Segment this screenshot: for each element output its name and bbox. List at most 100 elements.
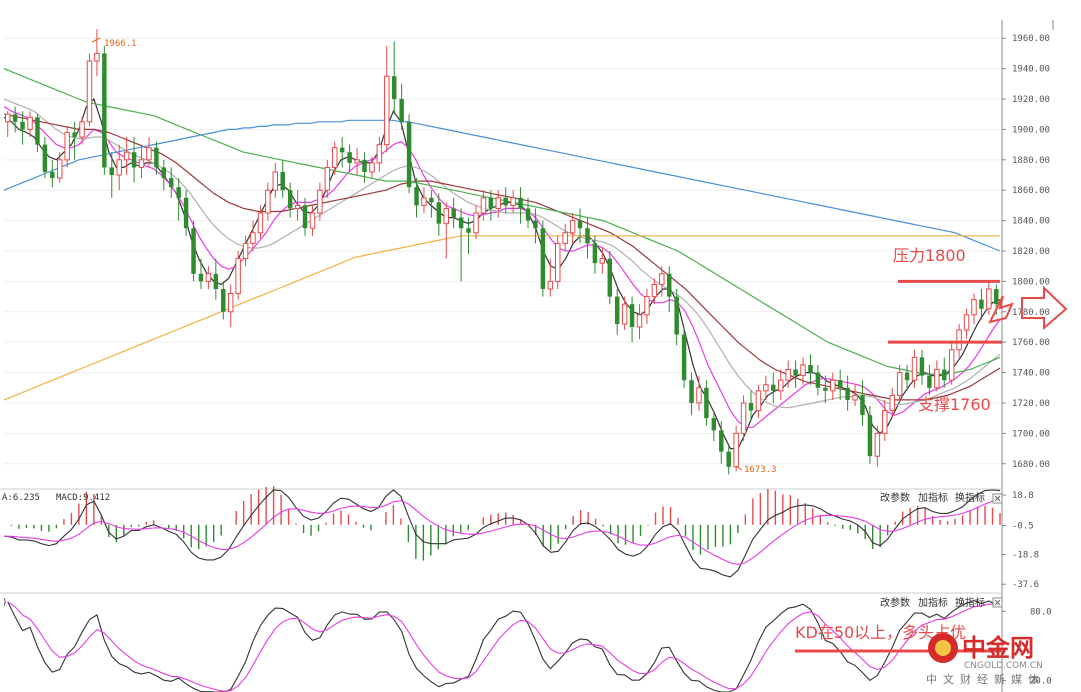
candle [874, 425, 881, 467]
candle [651, 278, 658, 305]
candle-body [621, 303, 628, 325]
candle [302, 197, 308, 236]
candle-body [793, 369, 798, 376]
candle [488, 190, 494, 221]
candle [607, 251, 613, 305]
high-marker-label: 1966.1 [104, 39, 137, 49]
candle-body [265, 189, 271, 214]
candle [339, 137, 345, 168]
candle [414, 178, 419, 218]
candle [20, 111, 25, 145]
candle [979, 288, 984, 320]
candle-body [109, 167, 115, 176]
candle [473, 205, 479, 239]
watermark-site: CNGOLD.COM.CN [964, 661, 1043, 671]
candle [64, 126, 70, 168]
candle-body [562, 232, 568, 244]
candle-body [748, 402, 754, 411]
candle-body [896, 372, 903, 396]
candle-body [569, 220, 576, 234]
candle [154, 141, 159, 176]
kd-tick-label: 80.0 [1030, 607, 1052, 617]
candle-body [154, 147, 159, 168]
candle-body [763, 384, 769, 392]
candle-body [948, 349, 955, 381]
resistance-label: 压力1800 [893, 246, 966, 265]
candle [458, 208, 464, 282]
candle-body [785, 369, 791, 381]
candle [778, 369, 784, 400]
candle-body [681, 334, 687, 381]
candle-body [689, 380, 694, 403]
candle [451, 197, 456, 229]
candle [963, 308, 970, 340]
candle-body [771, 384, 776, 391]
candle-body [436, 202, 442, 224]
macd-tick-label: -0.5 [1012, 522, 1034, 532]
candle-body [4, 113, 11, 123]
candle [399, 83, 404, 130]
candle [317, 182, 323, 221]
candle-body [191, 228, 196, 274]
candle-body [242, 242, 249, 260]
candle-body [458, 217, 464, 229]
candle-body [540, 228, 546, 289]
macd-switch-indicator-button[interactable]: 换指标 [955, 491, 985, 504]
candle-body [131, 152, 137, 168]
kd-edit-params-button[interactable]: 改参数 [880, 596, 910, 609]
candle [227, 284, 234, 327]
candle-body [347, 152, 352, 163]
candle-body [927, 375, 932, 388]
candle [904, 364, 910, 391]
candle [860, 380, 865, 426]
price-tick-label: 1740.00 [1012, 369, 1050, 379]
candle [287, 182, 293, 218]
candle [562, 223, 568, 251]
ma-line-5 [3, 119, 1001, 252]
macd-add-indicator-button[interactable]: 加指标 [918, 491, 948, 504]
candle-body [35, 117, 40, 145]
up-arrow-icon [988, 295, 1014, 324]
ma-line-4 [3, 68, 1001, 375]
candle-body [651, 283, 658, 298]
candle-body [309, 212, 316, 229]
candle-body [963, 314, 970, 331]
candle-body [867, 415, 873, 457]
watermark: 中金网 CNGOLD.COM.CN 中文财经新媒体 [926, 633, 1043, 686]
kd-tick-label: 20.0 [1030, 676, 1052, 686]
candle [882, 399, 888, 441]
candle-body [740, 402, 747, 434]
candle-body [911, 356, 918, 381]
candle [911, 349, 918, 388]
kd-switch-indicator-button[interactable]: 换指标 [955, 596, 985, 609]
candle [235, 251, 241, 300]
macd-tick-label: -18.8 [1012, 550, 1039, 560]
candle [27, 111, 33, 138]
candle-body [94, 52, 100, 62]
candle-body [942, 369, 947, 381]
candle-body [376, 144, 383, 164]
candle-body [585, 228, 590, 244]
kd-panel: 80.0 20.0 [0, 592, 1052, 692]
kd-add-indicator-button[interactable]: 加指标 [918, 596, 948, 609]
candle [934, 360, 940, 391]
price-tick-label: 1800.00 [1012, 277, 1050, 287]
candle-body [138, 159, 145, 168]
price-tick-label: 1840.00 [1012, 217, 1050, 227]
candle [555, 235, 561, 289]
ma-line-6 [3, 235, 1000, 401]
candle [585, 217, 590, 259]
kd-close-x [994, 599, 1001, 606]
kd-k-line [7, 600, 997, 692]
candle-body [421, 197, 427, 206]
macd-edit-params-button[interactable]: 改参数 [880, 491, 910, 504]
candle [719, 421, 724, 464]
candle [636, 304, 643, 340]
candle [324, 159, 331, 198]
candle-body [636, 314, 643, 328]
candle [4, 111, 11, 138]
candle [793, 360, 798, 388]
candle-body [979, 299, 984, 309]
candle [800, 357, 806, 385]
